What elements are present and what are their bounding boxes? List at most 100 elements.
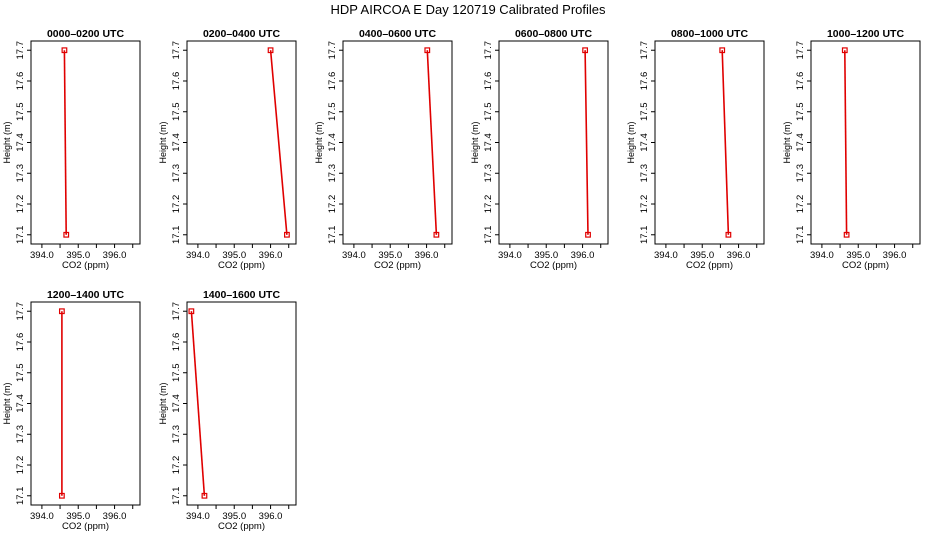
y-tick-label: 17.7 — [171, 302, 182, 321]
x-tick-label: 395.0 — [66, 250, 90, 261]
y-axis-label: Height (m) — [158, 382, 168, 424]
plot-frame — [498, 40, 609, 245]
x-tick-label: 395.0 — [378, 250, 402, 261]
panel-title: 0600–0800 UTC — [515, 28, 592, 40]
plot-frame — [810, 40, 921, 245]
y-axis-label: Height (m) — [314, 121, 324, 163]
x-tick-label: 396.0 — [727, 250, 751, 261]
y-tick-label: 17.6 — [171, 72, 182, 91]
y-tick-label: 17.5 — [327, 102, 338, 121]
y-tick-label: 17.3 — [15, 425, 26, 444]
data-point — [725, 231, 732, 238]
profile-line — [844, 50, 848, 235]
x-tick-label: 394.0 — [30, 511, 54, 522]
y-tick-label: 17.2 — [483, 195, 494, 214]
y-tick-label: 17.2 — [171, 195, 182, 214]
x-tick-label: 396.0 — [103, 250, 127, 261]
x-axis-label: CO2 (ppm) — [218, 260, 265, 271]
data-point — [267, 47, 274, 54]
y-tick-label: 17.6 — [327, 72, 338, 91]
x-axis-label: CO2 (ppm) — [218, 521, 265, 532]
y-tick-label: 17.2 — [795, 195, 806, 214]
y-tick-label: 17.2 — [327, 195, 338, 214]
profile-line — [721, 50, 730, 235]
y-tick-label: 17.7 — [327, 41, 338, 60]
y-tick-label: 17.6 — [795, 72, 806, 91]
y-tick-label: 17.5 — [171, 363, 182, 382]
y-tick-label: 17.6 — [15, 72, 26, 91]
y-tick-label: 17.1 — [171, 487, 182, 506]
plot-frame — [30, 40, 141, 245]
panel-title: 0200–0400 UTC — [203, 28, 280, 40]
data-point — [585, 231, 591, 238]
y-tick-label: 17.3 — [171, 425, 182, 444]
data-point — [582, 47, 589, 54]
y-tick-label: 17.5 — [15, 102, 26, 121]
panel-title: 1000–1200 UTC — [827, 28, 904, 40]
y-tick-label: 17.3 — [795, 164, 806, 183]
x-axis-label: CO2 (ppm) — [374, 260, 421, 271]
data-point — [841, 47, 848, 54]
y-tick-label: 17.1 — [15, 226, 26, 245]
y-tick-label: 17.4 — [15, 133, 26, 152]
y-tick-label: 17.7 — [15, 41, 26, 60]
x-tick-label: 395.0 — [846, 250, 870, 261]
y-tick-label: 17.6 — [15, 333, 26, 352]
x-tick-label: 395.0 — [222, 511, 246, 522]
x-tick-label: 395.0 — [534, 250, 558, 261]
data-point — [188, 308, 195, 315]
y-tick-label: 17.1 — [795, 226, 806, 245]
panel-title: 1200–1400 UTC — [47, 289, 124, 301]
y-tick-label: 17.4 — [795, 133, 806, 152]
x-tick-label: 395.0 — [66, 511, 90, 522]
plot-frame — [654, 40, 765, 245]
profile-line — [63, 50, 67, 235]
y-tick-label: 17.5 — [15, 363, 26, 382]
y-tick-label: 17.7 — [171, 41, 182, 60]
y-tick-label: 17.6 — [483, 72, 494, 91]
y-tick-label: 17.4 — [171, 394, 182, 413]
plot-frame — [186, 40, 297, 245]
y-tick-label: 17.3 — [15, 164, 26, 183]
x-axis-label: CO2 (ppm) — [62, 521, 109, 532]
y-tick-label: 17.3 — [327, 164, 338, 183]
y-tick-label: 17.4 — [171, 133, 182, 152]
y-tick-label: 17.1 — [171, 226, 182, 245]
y-tick-label: 17.5 — [639, 102, 650, 121]
y-tick-label: 17.4 — [15, 394, 26, 413]
data-point — [201, 492, 208, 499]
x-tick-label: 396.0 — [103, 511, 127, 522]
y-tick-label: 17.6 — [639, 72, 650, 91]
y-tick-label: 17.3 — [171, 164, 182, 183]
y-axis-label: Height (m) — [2, 121, 12, 163]
y-tick-label: 17.5 — [171, 102, 182, 121]
y-axis-label: Height (m) — [782, 121, 792, 163]
y-tick-label: 17.7 — [483, 41, 494, 60]
x-tick-label: 394.0 — [186, 250, 210, 261]
y-axis-label: Height (m) — [470, 121, 480, 163]
x-tick-label: 394.0 — [498, 250, 522, 261]
data-point — [61, 47, 68, 54]
y-tick-label: 17.5 — [795, 102, 806, 121]
data-point — [843, 231, 850, 238]
y-tick-label: 17.5 — [483, 102, 494, 121]
x-axis-label: CO2 (ppm) — [62, 260, 109, 271]
data-point — [58, 308, 65, 315]
x-tick-label: 396.0 — [259, 511, 283, 522]
x-tick-label: 394.0 — [654, 250, 678, 261]
panel-title: 0400–0600 UTC — [359, 28, 436, 40]
x-tick-label: 394.0 — [30, 250, 54, 261]
y-tick-label: 17.6 — [171, 333, 182, 352]
y-axis-label: Height (m) — [626, 121, 636, 163]
y-tick-label: 17.3 — [639, 164, 650, 183]
profile-line — [584, 50, 589, 235]
panel-title: 1400–1600 UTC — [203, 289, 280, 301]
y-tick-label: 17.4 — [327, 133, 338, 152]
profile-line — [190, 311, 206, 496]
y-tick-label: 17.7 — [639, 41, 650, 60]
